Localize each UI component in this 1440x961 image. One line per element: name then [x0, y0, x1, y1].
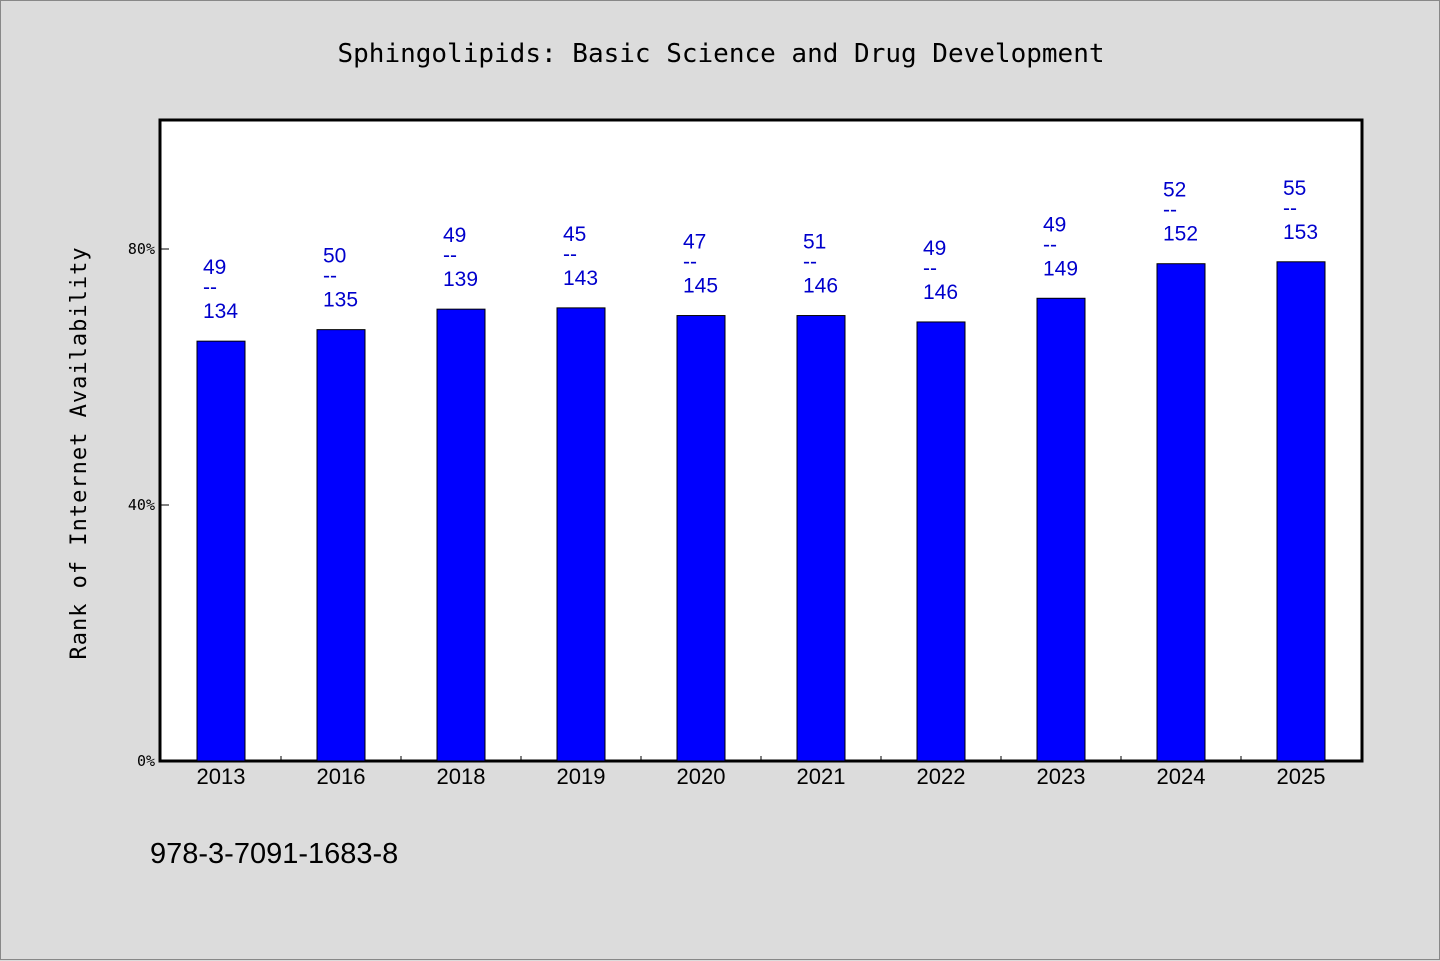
bar-label-separator-2020: --: [683, 251, 697, 274]
x-tick-label-2020: 2020: [677, 764, 726, 789]
bar-label-separator-2023: --: [1043, 233, 1057, 256]
bar-label-top-2024: 52: [1163, 179, 1186, 202]
bar-2023: [1036, 297, 1086, 762]
bar-label-top-2021: 51: [803, 231, 826, 254]
bar-label-separator-2013: --: [203, 276, 217, 299]
bar-2024: [1156, 263, 1206, 762]
bar-label-bottom-2023: 149: [1043, 257, 1078, 280]
bar-label-bottom-2013: 134: [203, 300, 238, 323]
bar-2022: [916, 321, 966, 762]
bar-label-separator-2019: --: [563, 243, 577, 266]
bar-label-top-2019: 45: [563, 223, 586, 246]
bar-label-bottom-2016: 135: [323, 289, 358, 312]
bar-label-bottom-2021: 146: [803, 275, 838, 298]
bar-label-bottom-2022: 146: [923, 281, 958, 304]
x-tick-label-2018: 2018: [437, 764, 486, 789]
x-tick-label-2013: 2013: [197, 764, 246, 789]
bar-labels-group: 49--13450--13549--13945--14347--14551--1…: [203, 177, 1318, 323]
bar-2019: [556, 307, 606, 762]
y-tick-label-80: 80%: [128, 240, 155, 258]
bar-label-separator-2024: --: [1163, 199, 1177, 222]
bar-label-top-2013: 49: [203, 256, 226, 279]
y-tick-label-0: 0%: [137, 752, 155, 770]
y-axis-label: Rank of Internet Availability: [67, 246, 92, 659]
x-tick-label-2022: 2022: [917, 764, 966, 789]
bar-label-separator-2016: --: [323, 265, 337, 288]
x-axis-ticks: 2013 2016 2018 2019 2020 2021 2022 2023 2024 2025: [197, 756, 1326, 789]
isbn-text: 978-3-7091-1683-8: [150, 838, 398, 870]
x-tick-label-2019: 2019: [557, 764, 606, 789]
bar-label-top-2022: 49: [923, 237, 946, 260]
bar-label-top-2023: 49: [1043, 213, 1066, 236]
bar-label-separator-2018: --: [443, 244, 457, 267]
bar-2021: [796, 315, 846, 762]
bar-label-separator-2025: --: [1283, 197, 1297, 220]
bar-label-top-2018: 49: [443, 224, 466, 247]
bar-label-separator-2021: --: [803, 251, 817, 274]
bar-label-bottom-2018: 139: [443, 268, 478, 291]
bar-2018: [436, 308, 486, 762]
bar-label-bottom-2020: 145: [683, 275, 718, 298]
bar-label-bottom-2025: 153: [1283, 221, 1318, 244]
bar-2016: [316, 329, 366, 762]
bar-label-top-2025: 55: [1283, 177, 1306, 200]
bar-label-separator-2022: --: [923, 257, 937, 280]
chart-title: Sphingolipids: Basic Science and Drug De…: [337, 39, 1104, 69]
bar-label-bottom-2019: 143: [563, 267, 598, 290]
bars-group: [196, 261, 1326, 762]
bar-2020: [676, 315, 726, 762]
y-axis-ticks: 0% 40% 80%: [128, 240, 169, 770]
bar-label-top-2020: 47: [683, 231, 706, 254]
bar-label-bottom-2024: 152: [1163, 223, 1198, 246]
bar-2013: [196, 340, 246, 762]
y-tick-label-40: 40%: [128, 496, 155, 514]
x-tick-label-2016: 2016: [317, 764, 366, 789]
bar-2025: [1276, 261, 1326, 762]
bar-label-top-2016: 50: [323, 245, 346, 268]
x-tick-label-2023: 2023: [1037, 764, 1086, 789]
x-tick-label-2021: 2021: [797, 764, 846, 789]
x-tick-label-2024: 2024: [1157, 764, 1206, 789]
x-tick-label-2025: 2025: [1277, 764, 1326, 789]
